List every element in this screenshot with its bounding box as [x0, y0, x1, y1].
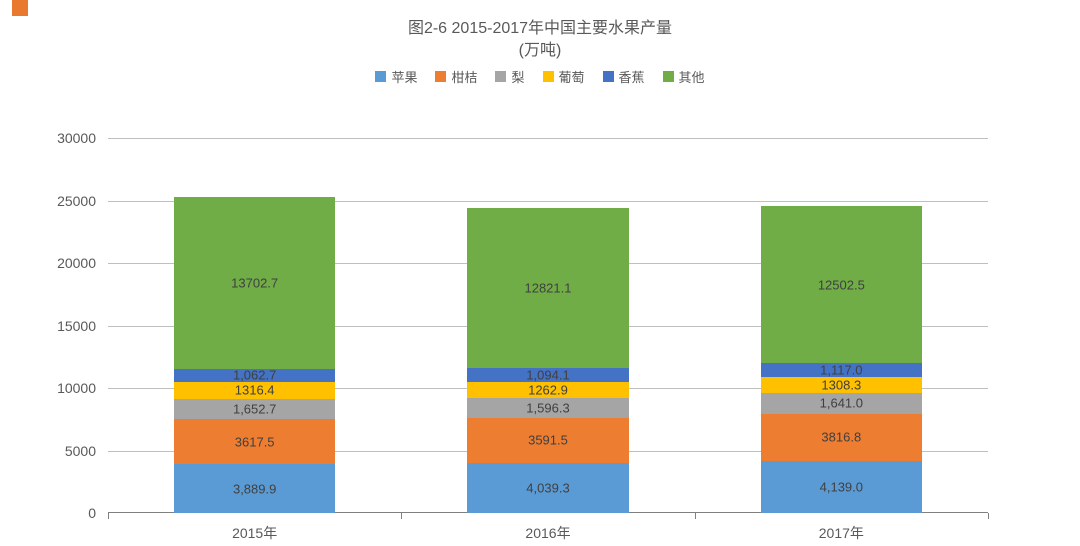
x-tick-mark	[695, 513, 696, 519]
bar-segment-label: 3617.5	[235, 434, 275, 449]
legend-item: 苹果	[375, 67, 417, 86]
bar-segment: 3,889.9	[174, 464, 335, 513]
y-tick-label: 0	[88, 505, 108, 521]
legend-swatch	[543, 71, 554, 82]
legend-swatch	[603, 71, 614, 82]
legend-label: 梨	[511, 67, 524, 86]
bar-segment: 12821.1	[467, 208, 628, 368]
y-tick-label: 15000	[57, 318, 108, 334]
bar-segment-label: 1,652.7	[233, 401, 276, 416]
x-tick-mark	[108, 513, 109, 519]
bar-segment: 12502.5	[761, 206, 922, 362]
y-tick-label: 20000	[57, 255, 108, 271]
x-tick-mark	[988, 513, 989, 519]
bar-segment: 13702.7	[174, 197, 335, 368]
bar-segment-label: 1,062.7	[233, 368, 276, 383]
bar-segment-label: 12821.1	[524, 281, 571, 296]
bar-segment-label: 1,094.1	[526, 368, 569, 383]
legend-label: 柑桔	[451, 67, 477, 86]
bar-segment-label: 1,641.0	[820, 396, 863, 411]
gridline	[108, 138, 988, 139]
bar-group: 4,139.0 3816.8 1,641.0 1308.31,117.0 12502.5	[761, 206, 922, 513]
bar-segment: 1316.4	[174, 382, 335, 398]
bar-segment-label: 1308.3	[821, 377, 861, 392]
bar-segment: 1,596.3	[467, 398, 628, 418]
x-tick-label: 2017年	[819, 513, 864, 543]
chart-title-line1: 图2-6 2015-2017年中国主要水果产量	[408, 20, 672, 37]
bar-segment-label: 1,596.3	[526, 400, 569, 415]
bar-segment-label: 3816.8	[821, 430, 861, 445]
legend-swatch	[495, 71, 506, 82]
bar-segment-label: 1316.4	[235, 383, 275, 398]
legend-label: 葡萄	[559, 67, 585, 86]
legend-label: 其他	[679, 67, 705, 86]
bar-segment: 4,039.3	[467, 463, 628, 513]
x-tick-label: 2016年	[525, 513, 570, 543]
x-tick-mark	[401, 513, 402, 519]
chart-container: 图2-6 2015-2017年中国主要水果产量 (万吨) 苹果 柑桔 梨 葡萄 香蕉 其他…	[0, 18, 1080, 86]
x-tick-label: 2015年	[232, 513, 277, 543]
legend-swatch	[435, 71, 446, 82]
bar-segment-label: 12502.5	[818, 277, 865, 292]
legend-item: 柑桔	[435, 67, 477, 86]
bar-segment-label: 3,889.9	[233, 481, 276, 496]
legend-swatch	[663, 71, 674, 82]
y-tick-label: 30000	[57, 130, 108, 146]
chart-legend: 苹果 柑桔 梨 葡萄 香蕉 其他	[0, 67, 1080, 86]
bar-segment: 1,652.7	[174, 399, 335, 420]
bar-segment-label: 13702.7	[231, 276, 278, 291]
legend-swatch	[375, 71, 386, 82]
bar-segment: 1,117.0	[761, 363, 922, 377]
bar-segment: 1,094.1	[467, 368, 628, 382]
legend-item: 香蕉	[603, 67, 645, 86]
bar-segment-label: 1,117.0	[820, 362, 862, 377]
legend-item: 梨	[495, 67, 524, 86]
chart-title-line2: (万吨)	[519, 42, 562, 59]
bar-segment-label: 1262.9	[528, 382, 568, 397]
y-tick-label: 10000	[57, 380, 108, 396]
plot-area: 0500010000150002000025000300002015年3,889…	[108, 138, 988, 513]
bar-segment: 1,641.0	[761, 393, 922, 414]
legend-label: 苹果	[391, 67, 417, 86]
bar-group: 3,889.9 3617.5 1,652.7 1316.41,062.7 13702.7	[174, 197, 335, 513]
legend-item: 葡萄	[543, 67, 585, 86]
bar-group: 4,039.3 3591.5 1,596.3 1262.91,094.1 12821.1	[467, 208, 628, 513]
chart-title: 图2-6 2015-2017年中国主要水果产量 (万吨)	[0, 18, 1080, 61]
bar-segment: 1262.9	[467, 382, 628, 398]
bar-segment: 1308.3	[761, 377, 922, 393]
y-tick-label: 5000	[65, 443, 108, 459]
bar-segment: 3591.5	[467, 418, 628, 463]
bar-segment-label: 4,039.3	[526, 480, 569, 495]
bar-segment-label: 4,139.0	[820, 480, 863, 495]
bar-segment-label: 3591.5	[528, 433, 568, 448]
legend-item: 其他	[663, 67, 705, 86]
bar-segment: 3816.8	[761, 414, 922, 462]
bar-segment: 4,139.0	[761, 461, 922, 513]
corner-accent	[12, 0, 28, 16]
y-tick-label: 25000	[57, 193, 108, 209]
bar-segment: 1,062.7	[174, 369, 335, 382]
legend-label: 香蕉	[619, 67, 645, 86]
bar-segment: 3617.5	[174, 419, 335, 464]
